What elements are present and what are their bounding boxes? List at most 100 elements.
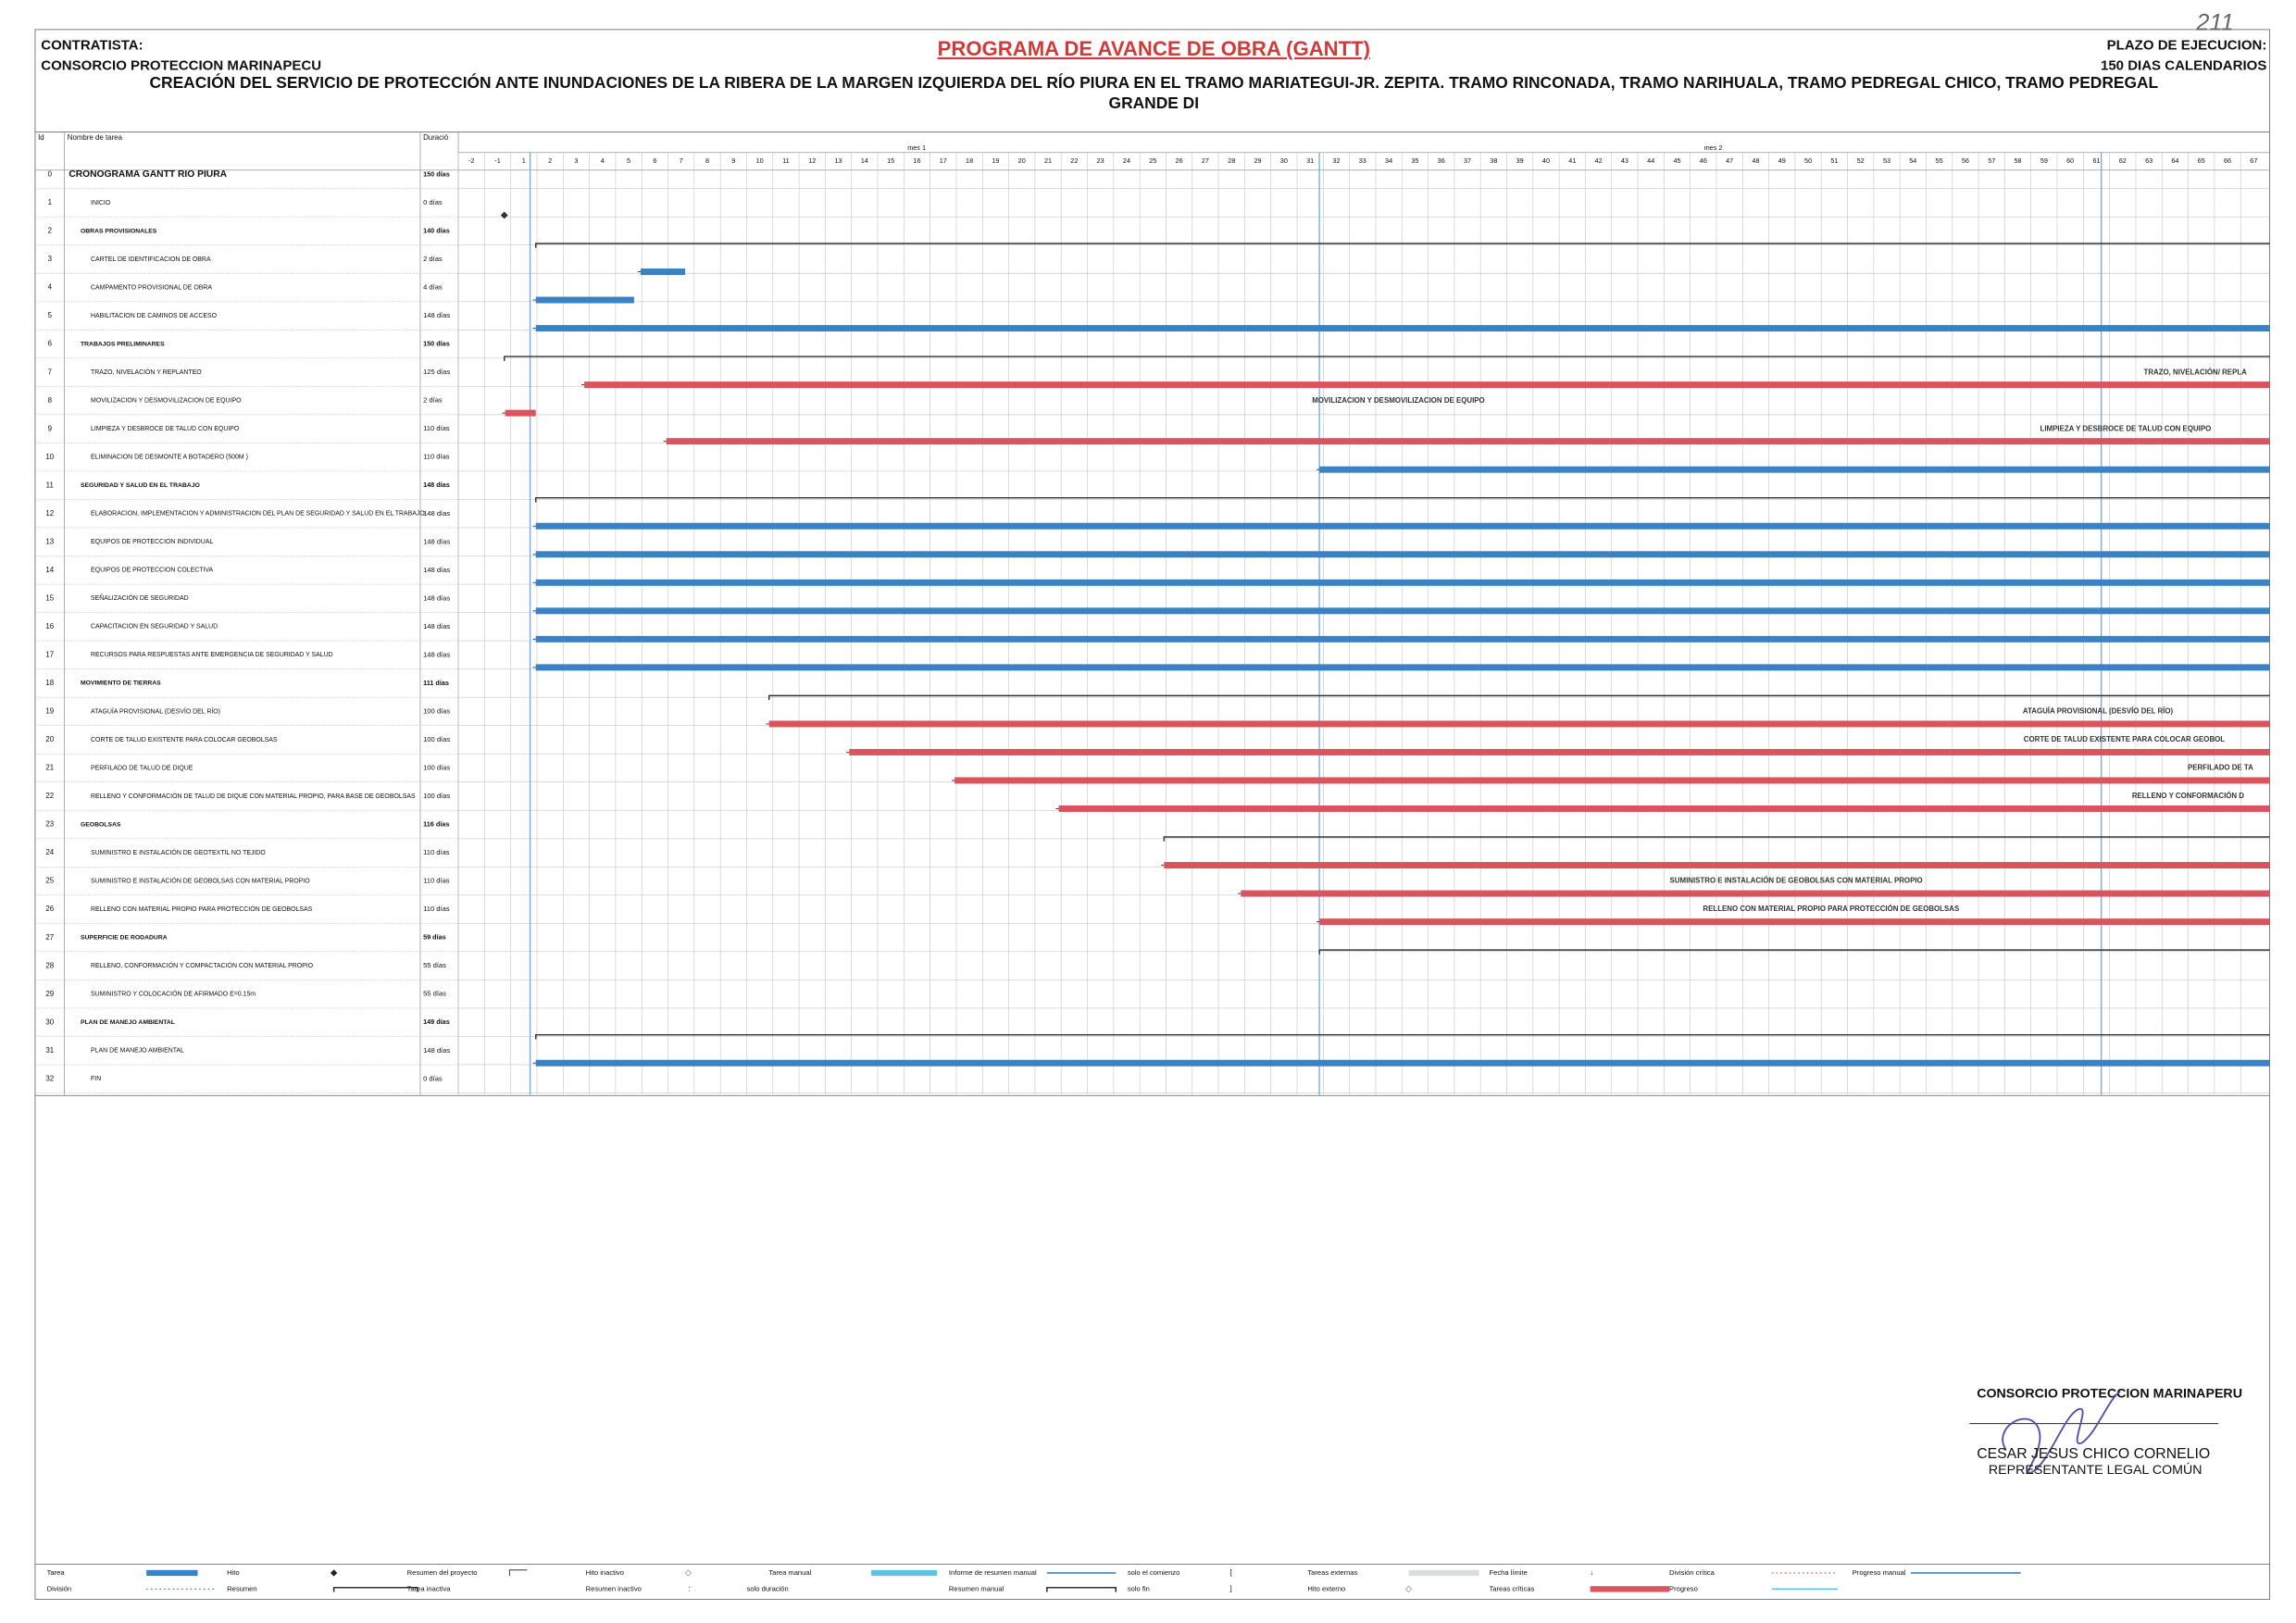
legend-symbol	[1046, 1586, 1117, 1592]
summary-bar	[1163, 836, 2270, 842]
day-label: 23	[1097, 156, 1104, 165]
task-bar	[640, 268, 686, 275]
task-id: 4	[48, 283, 53, 292]
task-id: 9	[48, 424, 53, 432]
task-name: RECURSOS PARA RESPUESTAS ANTE EMERGENCIA…	[91, 652, 333, 658]
description: CREACIÓN DEL SERVICIO DE PROTECCIÓN ANTE…	[149, 73, 2158, 92]
task-duration: 150 días	[423, 169, 450, 178]
day-label: 61	[2092, 156, 2100, 165]
task-id: 29	[45, 990, 54, 998]
task-id: 16	[45, 622, 54, 630]
task-duration: 2 días	[423, 396, 443, 405]
task-name: LIMPIEZA Y DESBROCE DE TALUD CON EQUIPO	[91, 426, 240, 432]
day-label: 55	[1936, 156, 1943, 165]
legend-symbol: [	[1230, 1568, 1233, 1577]
task-bar	[535, 664, 2270, 671]
day-label: -1	[494, 156, 500, 165]
legend-label: Tareas externas	[1307, 1568, 1357, 1577]
day-label: 16	[913, 156, 920, 165]
task-bar	[535, 635, 2270, 643]
critical-bar	[666, 438, 2270, 445]
task-bar	[535, 522, 2270, 530]
day-label: 40	[1542, 156, 1550, 165]
column-header: Duració	[423, 133, 449, 142]
legend-label: Tarea inactiva	[407, 1584, 452, 1592]
bar-label: LIMPIEZA Y DESBROCE DE TALUD CON EQUIPO	[2040, 424, 2212, 432]
task-id: 32	[45, 1074, 54, 1082]
task-id: 14	[45, 566, 54, 574]
day-label: 53	[1883, 156, 1890, 165]
milestone	[500, 211, 508, 219]
task-duration: 150 días	[423, 340, 450, 348]
day-label: 59	[2040, 156, 2048, 165]
day-label: 27	[1202, 156, 1209, 165]
task-name: FIN	[91, 1076, 101, 1082]
task-name: MOVILIZACION Y DESMOVILIZACION DE EQUIPO	[91, 398, 242, 405]
day-label: 43	[1621, 156, 1628, 165]
chart-area: TRAZO, NIVELACIÓN/ REPLA MOVILIZACION Y D…	[500, 152, 2270, 1096]
task-name: RELLENO Y CONFORMACIÓN DE TALUD DE DIQUE…	[91, 792, 416, 800]
task-name: CORTE DE TALUD EXISTENTE PARA COLOCAR GE…	[91, 737, 278, 743]
legend-label: Progreso manual	[1853, 1568, 1906, 1577]
day-label: 57	[1988, 156, 1995, 165]
task-name: MOVIMIENTO DE TIERRAS	[81, 680, 161, 687]
legend-symbol	[1590, 1586, 1670, 1592]
signature-role: REPRESENTANTE LEGAL COMÚN	[1989, 1462, 2202, 1478]
month-label: mes 1	[907, 144, 926, 152]
term-label: PLAZO DE EJECUCION:	[2107, 37, 2267, 53]
day-label: 60	[2066, 156, 2074, 165]
legend-symbol	[1408, 1569, 1479, 1577]
task-duration: 148 días	[423, 650, 450, 658]
task-name: OBRAS PROVISIONALES	[81, 228, 157, 234]
signature-block: CONSORCIO PROTECCION MARINAPERU CESAR JE…	[1969, 1387, 2242, 1478]
task-name: SUMINISTRO E INSTALACIÓN DE GEOBOLSAS CO…	[91, 876, 310, 884]
task-duration: 55 días	[423, 961, 446, 969]
bar-label: MOVILIZACION Y DESMOVILIZACION DE EQUIPO	[1312, 396, 1484, 405]
task-name: CRONOGRAMA GANTT RIO PIURA	[69, 169, 227, 180]
task-duration: 0 días	[423, 198, 443, 206]
day-label: 24	[1123, 156, 1130, 165]
task-duration: 110 días	[423, 453, 450, 461]
legend-label: Resumen manual	[949, 1584, 1004, 1592]
signature-name: CESAR JESUS CHICO CORNELIO	[1977, 1446, 2210, 1462]
task-name: CAMPAMENTO PROVISIONAL DE OBRA	[91, 284, 212, 291]
day-label: 44	[1647, 156, 1654, 165]
task-duration: 100 días	[423, 735, 450, 743]
bars: TRAZO, NIVELACIÓN/ REPLA MOVILIZACION Y D…	[500, 211, 2270, 1067]
critical-bar	[849, 748, 2270, 755]
day-label: 11	[782, 156, 790, 165]
legend-symbol: ]	[1230, 1584, 1232, 1592]
bar-label: PERFILADO DE TA	[2188, 764, 2253, 772]
task-duration: 148 días	[423, 509, 450, 518]
day-label: -2	[468, 156, 474, 165]
critical-bar	[1241, 890, 2270, 897]
summary-bar	[767, 694, 2270, 701]
day-label: 45	[1673, 156, 1680, 165]
day-label: 58	[2015, 156, 2022, 165]
day-label: 5	[627, 156, 630, 165]
legend-label: solo duración	[747, 1584, 789, 1592]
task-id: 7	[48, 368, 52, 376]
day-label: 64	[2171, 156, 2178, 165]
task-duration: 110 días	[423, 424, 450, 432]
critical-bar	[955, 777, 2270, 784]
task-name: PLAN DE MANEJO AMBIENTAL	[81, 1019, 175, 1026]
summary-bar	[535, 243, 2270, 248]
legend-symbol	[508, 1569, 528, 1577]
day-label: 7	[680, 156, 683, 165]
day-label: 25	[1149, 156, 1156, 165]
task-id: 18	[45, 679, 54, 687]
task-duration: 55 días	[423, 990, 446, 998]
task-id: 8	[48, 396, 53, 405]
legend-label: Tareas críticas	[1490, 1584, 1535, 1592]
task-duration: 148 días	[423, 622, 450, 630]
day-label: 1	[522, 156, 526, 165]
legend-label: Tarea manual	[768, 1568, 811, 1577]
day-label: 18	[966, 156, 973, 165]
task-id: 21	[45, 764, 54, 772]
legend-label: solo el comienzo	[1128, 1568, 1179, 1577]
legend-label: Resumen inactivo	[586, 1584, 642, 1592]
month-label: mes 2	[1704, 144, 1723, 152]
